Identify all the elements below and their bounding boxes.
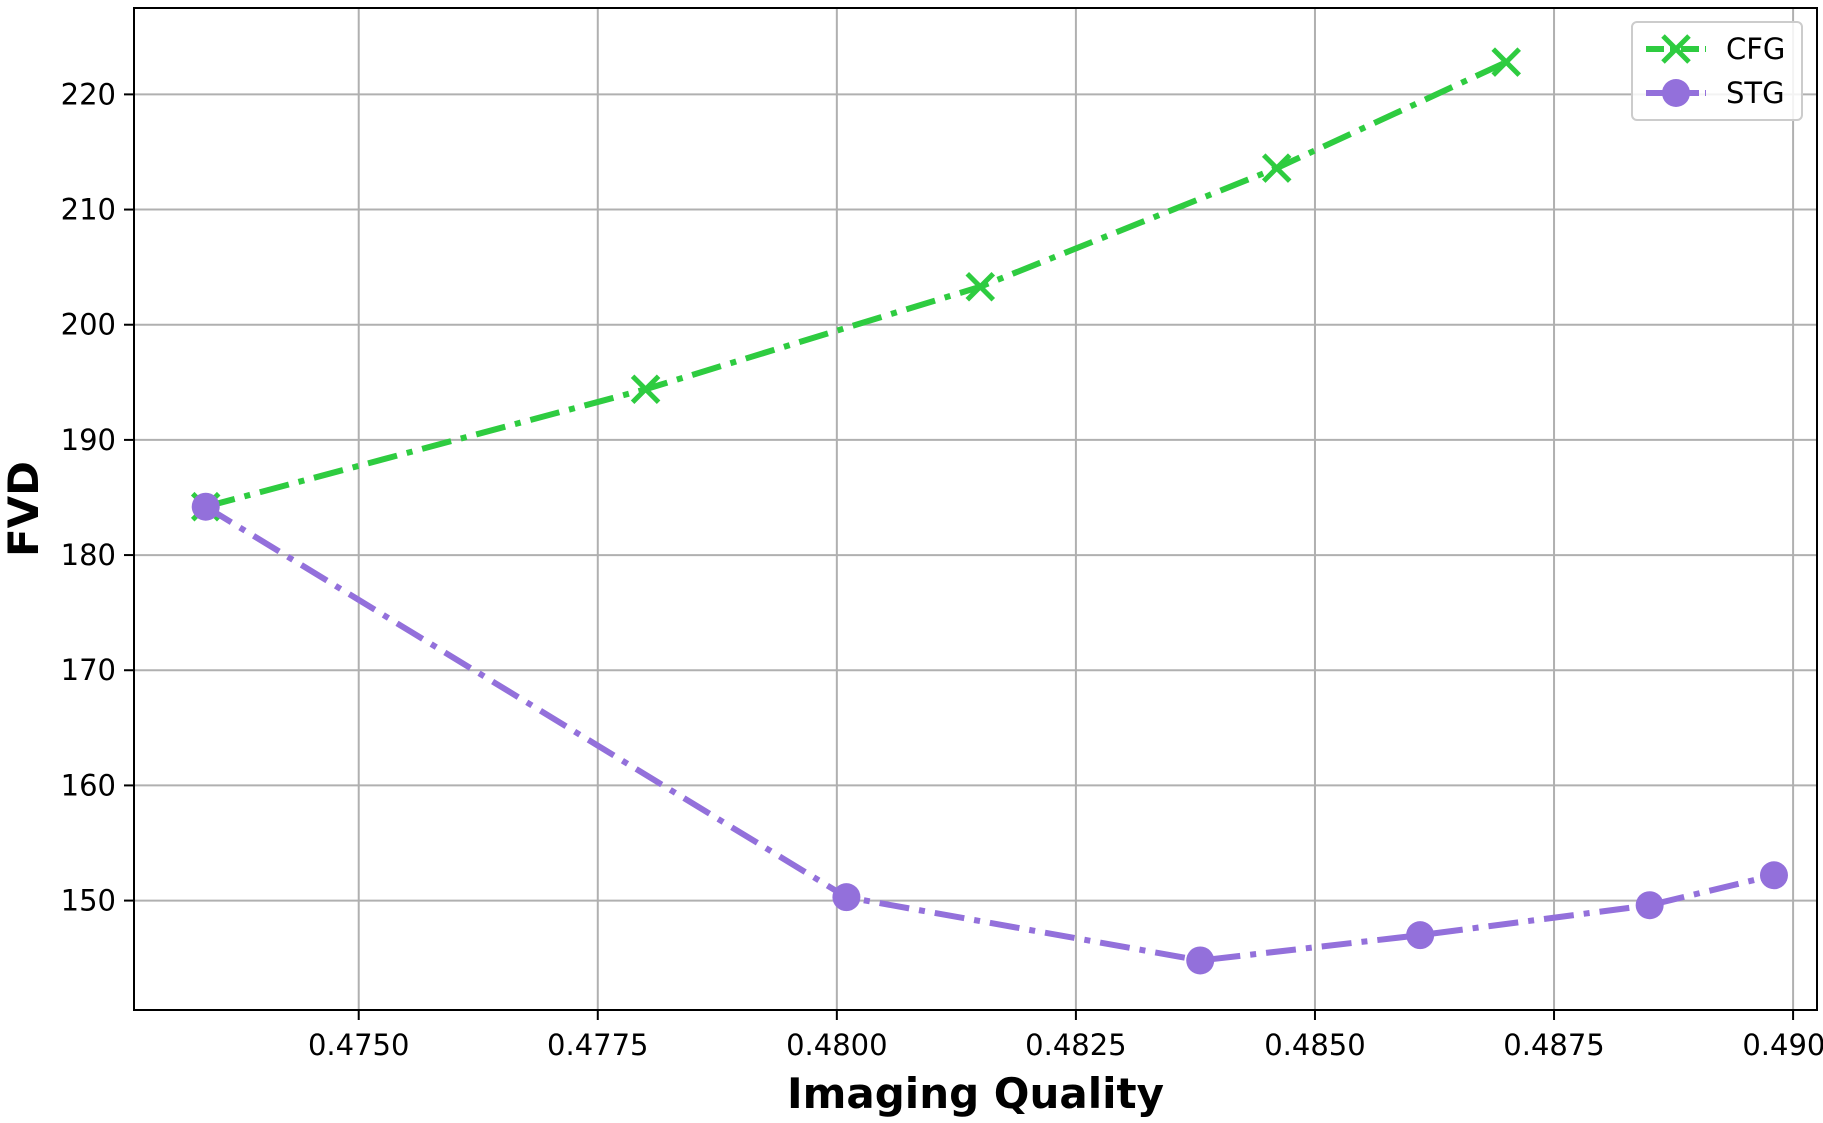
x-tick-label: 0.4900 xyxy=(1742,1028,1823,1062)
marker-stroke xyxy=(1491,47,1521,77)
y-tick-label: 200 xyxy=(61,308,116,342)
marker-stroke xyxy=(1661,34,1691,64)
legend-marker xyxy=(1661,34,1691,64)
y-tick-label: 220 xyxy=(61,77,116,111)
y-tick-label: 210 xyxy=(61,193,116,227)
y-tick-label: 180 xyxy=(61,538,116,572)
legend-item-cfg: CFG xyxy=(1646,32,1785,66)
data-point-stg xyxy=(1759,861,1788,890)
y-tick-label: 170 xyxy=(61,653,116,687)
series-group xyxy=(190,47,1788,975)
marker-stroke xyxy=(965,271,996,302)
data-point-stg xyxy=(191,492,220,521)
series-stg xyxy=(191,492,1788,975)
data-point-cfg xyxy=(630,374,661,404)
y-axis-title: FVD xyxy=(0,461,48,557)
y-tick-label: 160 xyxy=(61,768,116,802)
data-point-stg xyxy=(1186,946,1215,975)
plot-frame xyxy=(133,7,1818,1011)
data-point-cfg xyxy=(1261,153,1292,183)
series-cfg xyxy=(190,47,1521,522)
y-tick-label: 190 xyxy=(61,423,116,457)
marker-stroke xyxy=(630,374,661,404)
legend-label: STG xyxy=(1726,76,1785,110)
data-point-cfg xyxy=(965,271,996,302)
data-point-stg xyxy=(832,883,861,912)
x-tick-label: 0.4875 xyxy=(1503,1028,1604,1062)
legend-item-stg: STG xyxy=(1646,76,1785,110)
x-tick-label: 0.4800 xyxy=(786,1028,887,1062)
x-tick-label: 0.4825 xyxy=(1025,1028,1126,1062)
legend-label: CFG xyxy=(1726,32,1785,66)
x-axis-title: Imaging Quality xyxy=(787,1069,1164,1118)
marker-stroke xyxy=(1261,153,1292,183)
x-tick-label: 0.4850 xyxy=(1264,1028,1365,1062)
ticks: 0.4750 0.4775 0.4800 0.4825 0.4850 0.4875 0.49… xyxy=(61,77,1823,1062)
data-point-stg xyxy=(1406,921,1435,950)
data-point-cfg xyxy=(1491,47,1521,77)
y-tick-label: 150 xyxy=(61,884,116,918)
x-tick-label: 0.4775 xyxy=(547,1028,648,1062)
data-point-stg xyxy=(1635,891,1664,920)
legend-marker xyxy=(1662,79,1690,107)
grid xyxy=(134,8,1817,1010)
legend: CFG STG xyxy=(1631,21,1803,121)
x-tick-label: 0.4750 xyxy=(308,1028,409,1062)
series-line-stg xyxy=(204,504,1775,964)
